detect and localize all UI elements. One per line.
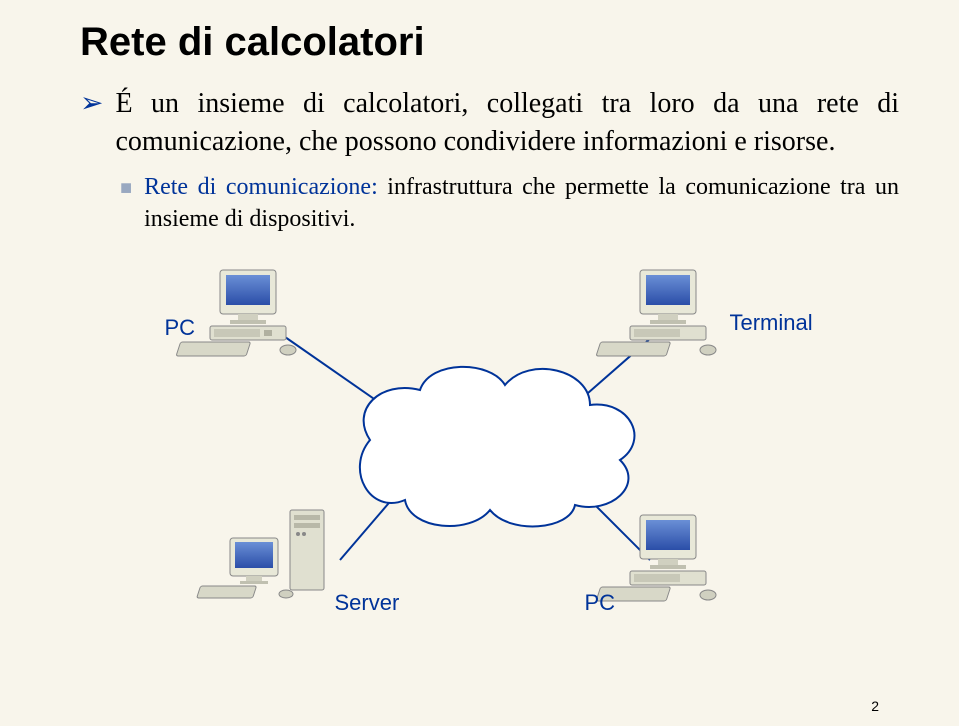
- slide-title: Rete di calcolatori: [80, 20, 899, 65]
- arrow-icon: ➢: [80, 85, 103, 123]
- network-diagram: PC Terminal Server PC: [90, 260, 890, 620]
- page-number: 2: [871, 698, 879, 714]
- label-pc-1: PC: [165, 315, 196, 341]
- label-server: Server: [335, 590, 400, 616]
- bullet-1-text: É un insieme di calcolatori, collegati t…: [115, 85, 899, 161]
- bullet-2-text: Rete di comunicazione: infrastruttura ch…: [144, 171, 899, 236]
- bullet-level-2: ■ Rete di comunicazione: infrastruttura …: [120, 171, 899, 236]
- square-bullet-icon: ■: [120, 175, 132, 202]
- bullet-2-highlight: Rete di comunicazione:: [144, 174, 378, 200]
- bullet-level-1: ➢ É un insieme di calcolatori, collegati…: [80, 85, 899, 161]
- label-terminal: Terminal: [730, 310, 813, 336]
- label-pc-2: PC: [585, 590, 616, 616]
